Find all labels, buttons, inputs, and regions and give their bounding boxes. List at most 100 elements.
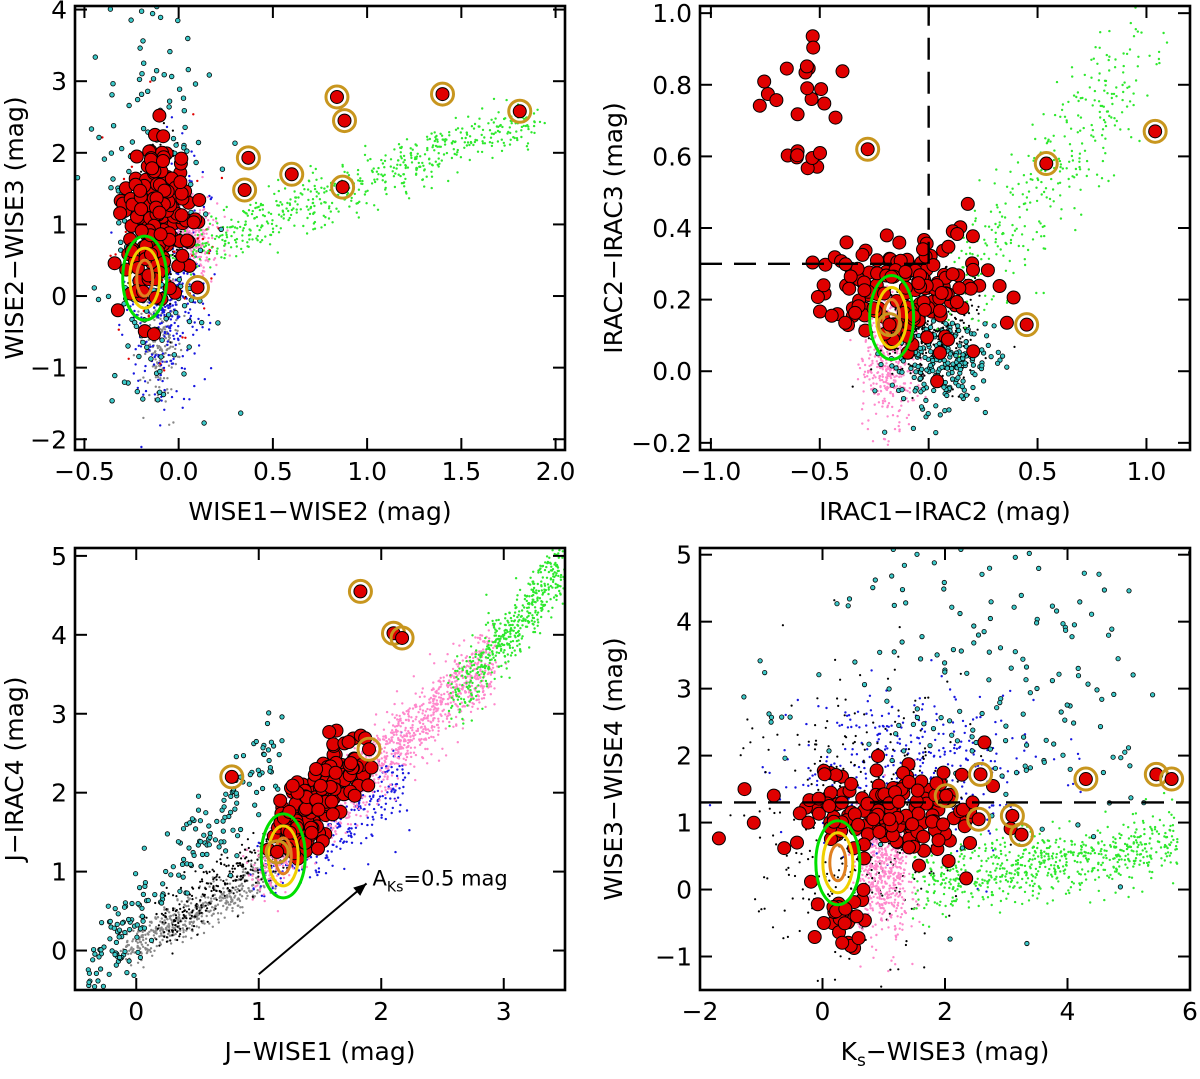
scatter-point [260,239,264,242]
scatter-point [190,150,193,153]
scatter-point [237,410,244,416]
scatter-point [416,152,419,155]
scatter-point [250,859,253,862]
scatter-point [149,312,152,315]
scatter-point [919,358,923,361]
scatter-point [1092,57,1096,60]
scatter-point [356,201,359,205]
scatter-point [91,285,97,291]
scatter-point [177,230,180,233]
scatter-point [205,870,208,873]
scatter-point [254,206,257,210]
scatter-point [214,217,218,220]
y-tick-label: 0.4 [652,214,692,243]
highlight-point [337,113,352,128]
scatter-point [256,224,259,228]
scatter-point [260,878,263,881]
scatter-point [166,391,170,395]
scatter-point [174,347,177,351]
scatter-point [201,170,204,174]
scatter-point [1113,124,1117,127]
y-axis: −0.20.00.20.40.60.81.0 [631,0,1190,458]
scatter-point [454,128,458,131]
scatter-point [201,175,204,179]
scatter-point [948,312,952,315]
scatter-point [289,213,293,217]
scatter-point [1063,135,1066,138]
scatter-point [159,337,165,343]
scatter-point [960,378,966,384]
scatter-point [348,205,351,208]
scatter-point [1114,58,1117,61]
scatter-point [1132,92,1135,95]
scatter-point [162,377,166,380]
scatter-point [320,226,323,229]
scatter-point [430,132,433,135]
scatter-point [941,321,944,325]
scatter-point [335,207,338,210]
scatter-point [271,219,274,222]
scatter-point [251,209,254,213]
scatter-point [872,321,875,325]
scatter-point [1111,102,1114,106]
red-point [814,82,829,97]
highlight-ring [1014,312,1040,338]
scatter-point [897,424,900,428]
scatter-point [1029,201,1032,204]
scatter-point [971,223,974,226]
scatter-point [1013,229,1017,232]
scatter-point [955,375,961,381]
scatter-point [472,143,475,147]
scatter-point [405,192,408,195]
scatter-point [181,406,184,409]
scatter-point [170,162,173,165]
scatter-point [404,177,407,181]
scatter-point [992,295,995,298]
scatter-point [189,314,193,318]
scatter-point [962,321,965,324]
scatter-point [1050,177,1053,181]
scatter-point [480,133,483,137]
scatter-point [433,139,436,143]
scatter-point [155,912,158,916]
scatter-point [210,277,213,280]
scatter-point [159,932,163,935]
scatter-point [1003,216,1007,219]
scatter-point [274,887,277,890]
scatter-point [182,271,185,274]
scatter-point [862,390,865,393]
scatter-point [430,175,434,178]
scatter-point [267,185,270,188]
highlight-point [860,142,875,157]
scatter-point [1058,170,1062,173]
scatter-point [891,372,894,375]
scatter-point [1065,119,1068,122]
scatter-point [963,392,970,398]
scatter-point [198,209,202,212]
scatter-point [240,895,244,898]
scatter-point [459,131,462,134]
scatter-point [195,907,198,911]
scatter-point [1031,178,1034,181]
scatter-point [201,302,205,305]
scatter-point [1017,182,1020,186]
scatter-point [180,900,183,903]
scatter-point [196,243,199,246]
scatter-point [1098,72,1101,75]
scatter-point [878,361,884,368]
highlight-point [329,89,344,104]
scatter-point [256,867,259,870]
scatter-point [999,353,1006,359]
scatter-point [305,232,309,235]
scatter-point [984,242,987,245]
scatter-point [288,216,291,220]
scatter-point [172,250,176,253]
scatter-point [977,274,980,277]
scatter-point [212,886,215,890]
scatter-point [187,181,194,188]
scatter-point [881,375,884,378]
scatter-point [487,122,490,125]
x-tick-label: 1.0 [347,457,387,486]
scatter-point [198,319,205,326]
panel-wise-color-color: −0.5 0.0 0.5 1.0 1.5 2.0−2−101234WISE1−WISE2 … [0,0,575,526]
